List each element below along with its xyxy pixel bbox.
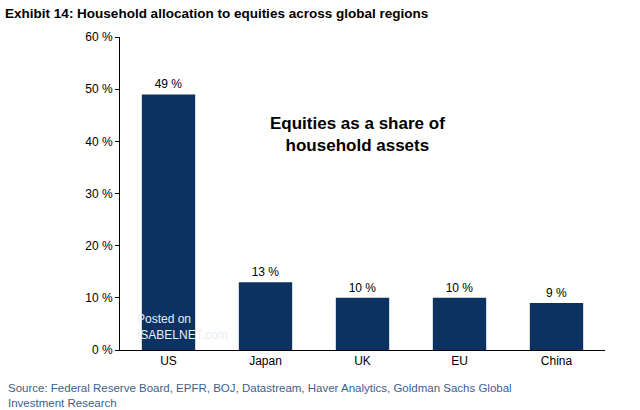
svg-text:60 %: 60 % (85, 30, 113, 44)
svg-text:Japan: Japan (249, 354, 282, 368)
svg-text:49 %: 49 % (155, 77, 183, 91)
svg-text:30 %: 30 % (85, 187, 113, 201)
svg-text:20 %: 20 % (85, 239, 113, 253)
svg-text:0 %: 0 % (92, 343, 113, 357)
svg-text:13 %: 13 % (252, 265, 280, 279)
svg-text:10 %: 10 % (85, 291, 113, 305)
svg-text:Source: Federal Reserve Board,: Source: Federal Reserve Board, EPFR, BOJ… (8, 382, 512, 409)
svg-text:Exhibit 14: Household allocati: Exhibit 14: Household allocation to equi… (5, 6, 428, 21)
svg-text:10 %: 10 % (446, 281, 474, 295)
svg-text:Equities as a share ofhousehol: Equities as a share ofhousehold assets (270, 114, 445, 155)
svg-text:UK: UK (354, 354, 371, 368)
svg-text:9 %: 9 % (546, 286, 567, 300)
svg-text:Posted onISABELNET.com: Posted onISABELNET.com (137, 312, 228, 342)
svg-text:50 %: 50 % (85, 82, 113, 96)
svg-text:40 %: 40 % (85, 135, 113, 149)
svg-text:US: US (160, 354, 177, 368)
svg-text:10 %: 10 % (349, 281, 377, 295)
svg-text:China: China (541, 354, 573, 368)
svg-text:EU: EU (451, 354, 468, 368)
